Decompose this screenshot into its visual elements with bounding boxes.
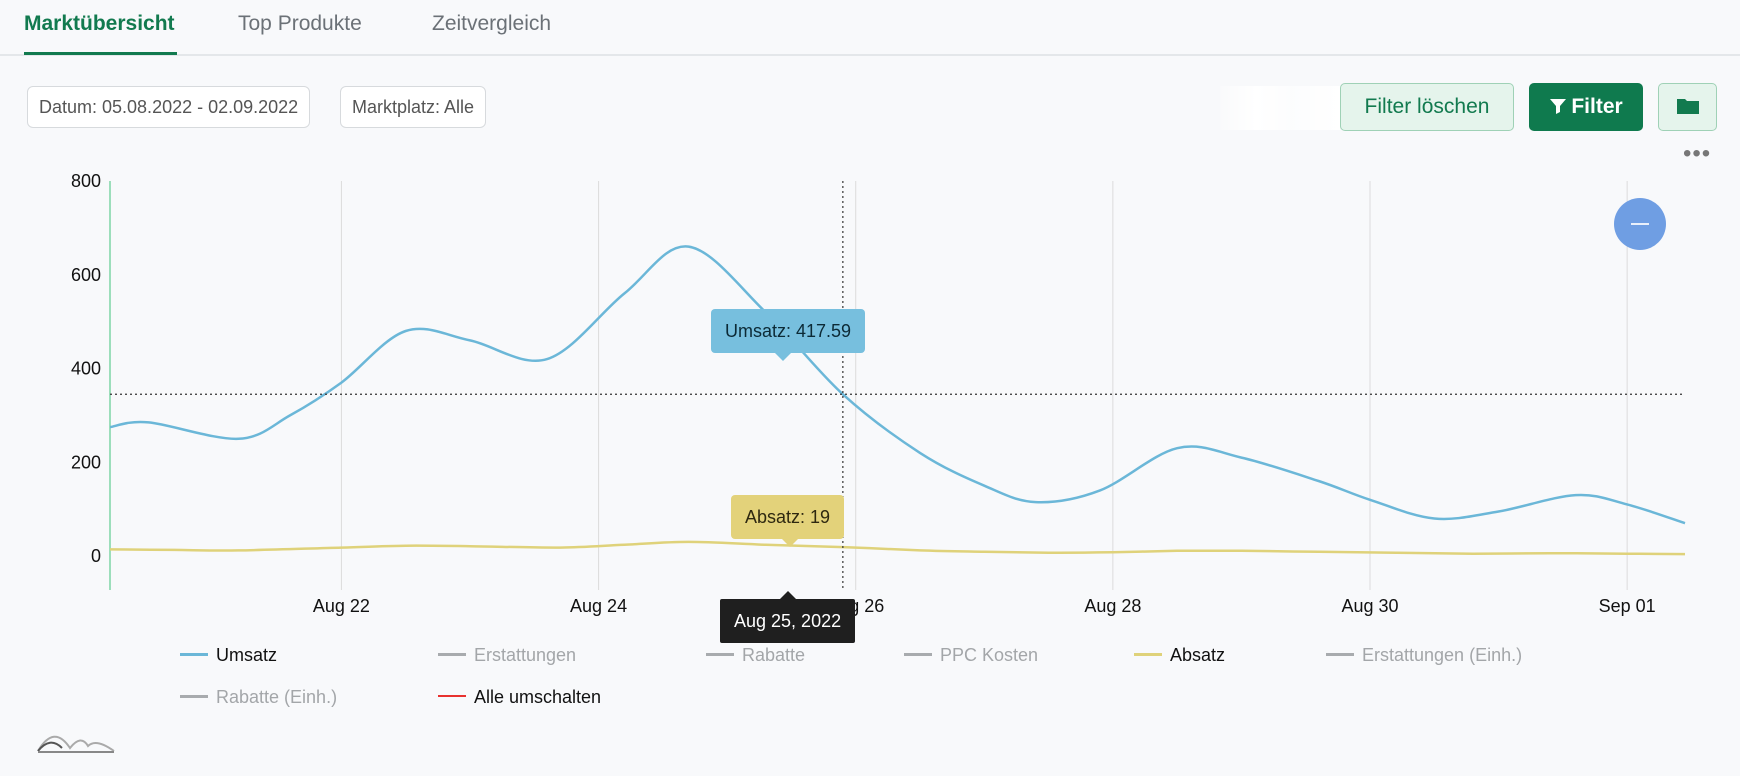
clear-filter-button[interactable]: Filter löschen (1340, 83, 1514, 131)
y-tick-label: 400 (71, 359, 101, 379)
active-tab-indicator (24, 52, 177, 55)
legend-item[interactable]: Rabatte (Einh.) (180, 687, 337, 708)
legend-swatch (706, 652, 734, 656)
y-tick-label: 800 (71, 171, 101, 191)
legend-swatch (1134, 652, 1162, 656)
tab-bar: Marktübersicht Top Produkte Zeitvergleic… (0, 0, 1740, 56)
legend-swatch (1326, 652, 1354, 656)
legend-item[interactable]: Absatz (1134, 645, 1225, 666)
absatz-tooltip: Absatz: 19 (731, 495, 845, 547)
brand-logo-icon (37, 735, 115, 753)
date-tooltip: Aug 25, 2022 (720, 591, 856, 643)
legend-swatch (180, 694, 208, 698)
legend-item[interactable]: Erstattungen (438, 645, 576, 666)
legend-swatch (438, 652, 466, 656)
x-tick-label: Aug 30 (1341, 596, 1398, 616)
absatz-tooltip-text: Absatz: 19 (745, 507, 831, 527)
funnel-icon (1550, 99, 1567, 114)
y-tick-label: 200 (71, 452, 101, 472)
umsatz-tooltip-text: Umsatz: 417.59 (725, 321, 852, 341)
legend-item[interactable]: Rabatte (706, 645, 805, 666)
legend-label: Rabatte (742, 645, 806, 665)
series-line-absatz (109, 540, 1686, 556)
legend-swatch (904, 652, 932, 656)
legend-swatch (180, 652, 208, 656)
y-tick-label: 600 (71, 265, 101, 285)
reset-zoom-button[interactable] (1614, 198, 1666, 250)
folder-button[interactable] (1658, 83, 1717, 131)
legend-item[interactable]: Umsatz (180, 645, 277, 666)
legend-label: Rabatte (Einh.) (216, 687, 338, 707)
date-tooltip-text: Aug 25, 2022 (734, 611, 842, 631)
series-line-umsatz (109, 245, 1686, 525)
legend-label: Umsatz (216, 645, 278, 665)
faded-placeholder (1220, 86, 1340, 130)
legend-label: Erstattungen (Einh.) (1362, 645, 1523, 665)
date-filter-chip[interactable]: Datum: 05.08.2022 - 02.09.2022 (27, 86, 311, 128)
legend-label: PPC Kosten (940, 645, 1039, 665)
filter-button[interactable]: Filter (1529, 83, 1643, 131)
legend-label: Absatz (1170, 645, 1226, 665)
legend-swatch (438, 695, 466, 698)
more-options-icon[interactable]: ••• (1683, 140, 1712, 167)
x-tick-label: Aug 24 (570, 596, 627, 616)
marketplace-filter-chip[interactable]: Marktplatz: Alle (340, 86, 487, 128)
tab-top-produkte[interactable]: Top Produkte (238, 12, 362, 35)
legend-item[interactable]: Erstattungen (Einh.) (1326, 645, 1522, 666)
legend-item[interactable]: PPC Kosten (904, 645, 1038, 666)
folder-icon (1676, 99, 1699, 114)
legend-label: Erstattungen (474, 645, 577, 665)
y-tick-label: 0 (91, 546, 101, 566)
umsatz-tooltip: Umsatz: 417.59 (711, 309, 866, 361)
x-tick-label: Sep 01 (1599, 596, 1656, 616)
legend-label: Alle umschalten (474, 687, 602, 707)
tab-zeitvergleich[interactable]: Zeitvergleich (432, 12, 552, 35)
filter-button-label: Filter (1571, 95, 1623, 118)
x-tick-label: Aug 22 (313, 596, 370, 616)
tab-marktuebersicht[interactable]: Marktübersicht (24, 12, 175, 35)
legend-item[interactable]: Alle umschalten (438, 687, 601, 708)
x-tick-label: Aug 28 (1084, 596, 1141, 616)
